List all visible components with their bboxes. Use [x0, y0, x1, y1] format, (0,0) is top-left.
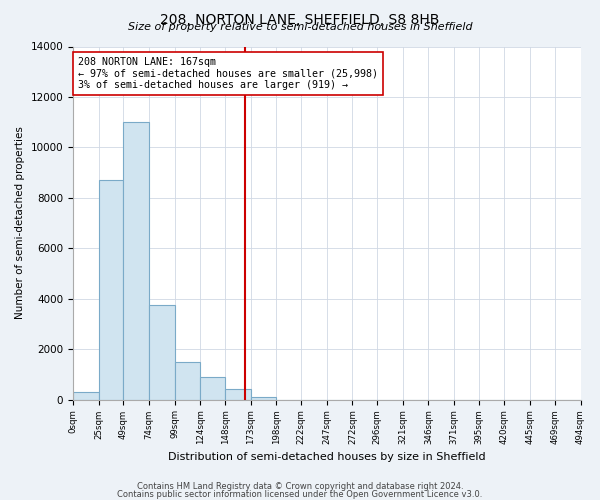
Bar: [73, 392, 99, 400]
Bar: [200, 377, 225, 400]
Bar: [99, 180, 124, 400]
Y-axis label: Number of semi-detached properties: Number of semi-detached properties: [15, 126, 25, 320]
Text: 208 NORTON LANE: 167sqm
← 97% of semi-detached houses are smaller (25,998)
3% of: 208 NORTON LANE: 167sqm ← 97% of semi-de…: [78, 57, 378, 90]
Bar: [251, 396, 277, 400]
Bar: [124, 122, 149, 400]
Bar: [149, 305, 175, 400]
X-axis label: Distribution of semi-detached houses by size in Sheffield: Distribution of semi-detached houses by …: [168, 452, 485, 462]
Text: 208, NORTON LANE, SHEFFIELD, S8 8HB: 208, NORTON LANE, SHEFFIELD, S8 8HB: [160, 12, 440, 26]
Bar: [225, 390, 251, 400]
Text: Contains HM Land Registry data © Crown copyright and database right 2024.: Contains HM Land Registry data © Crown c…: [137, 482, 463, 491]
Text: Size of property relative to semi-detached houses in Sheffield: Size of property relative to semi-detach…: [128, 22, 472, 32]
Text: Contains public sector information licensed under the Open Government Licence v3: Contains public sector information licen…: [118, 490, 482, 499]
Bar: [175, 362, 200, 400]
